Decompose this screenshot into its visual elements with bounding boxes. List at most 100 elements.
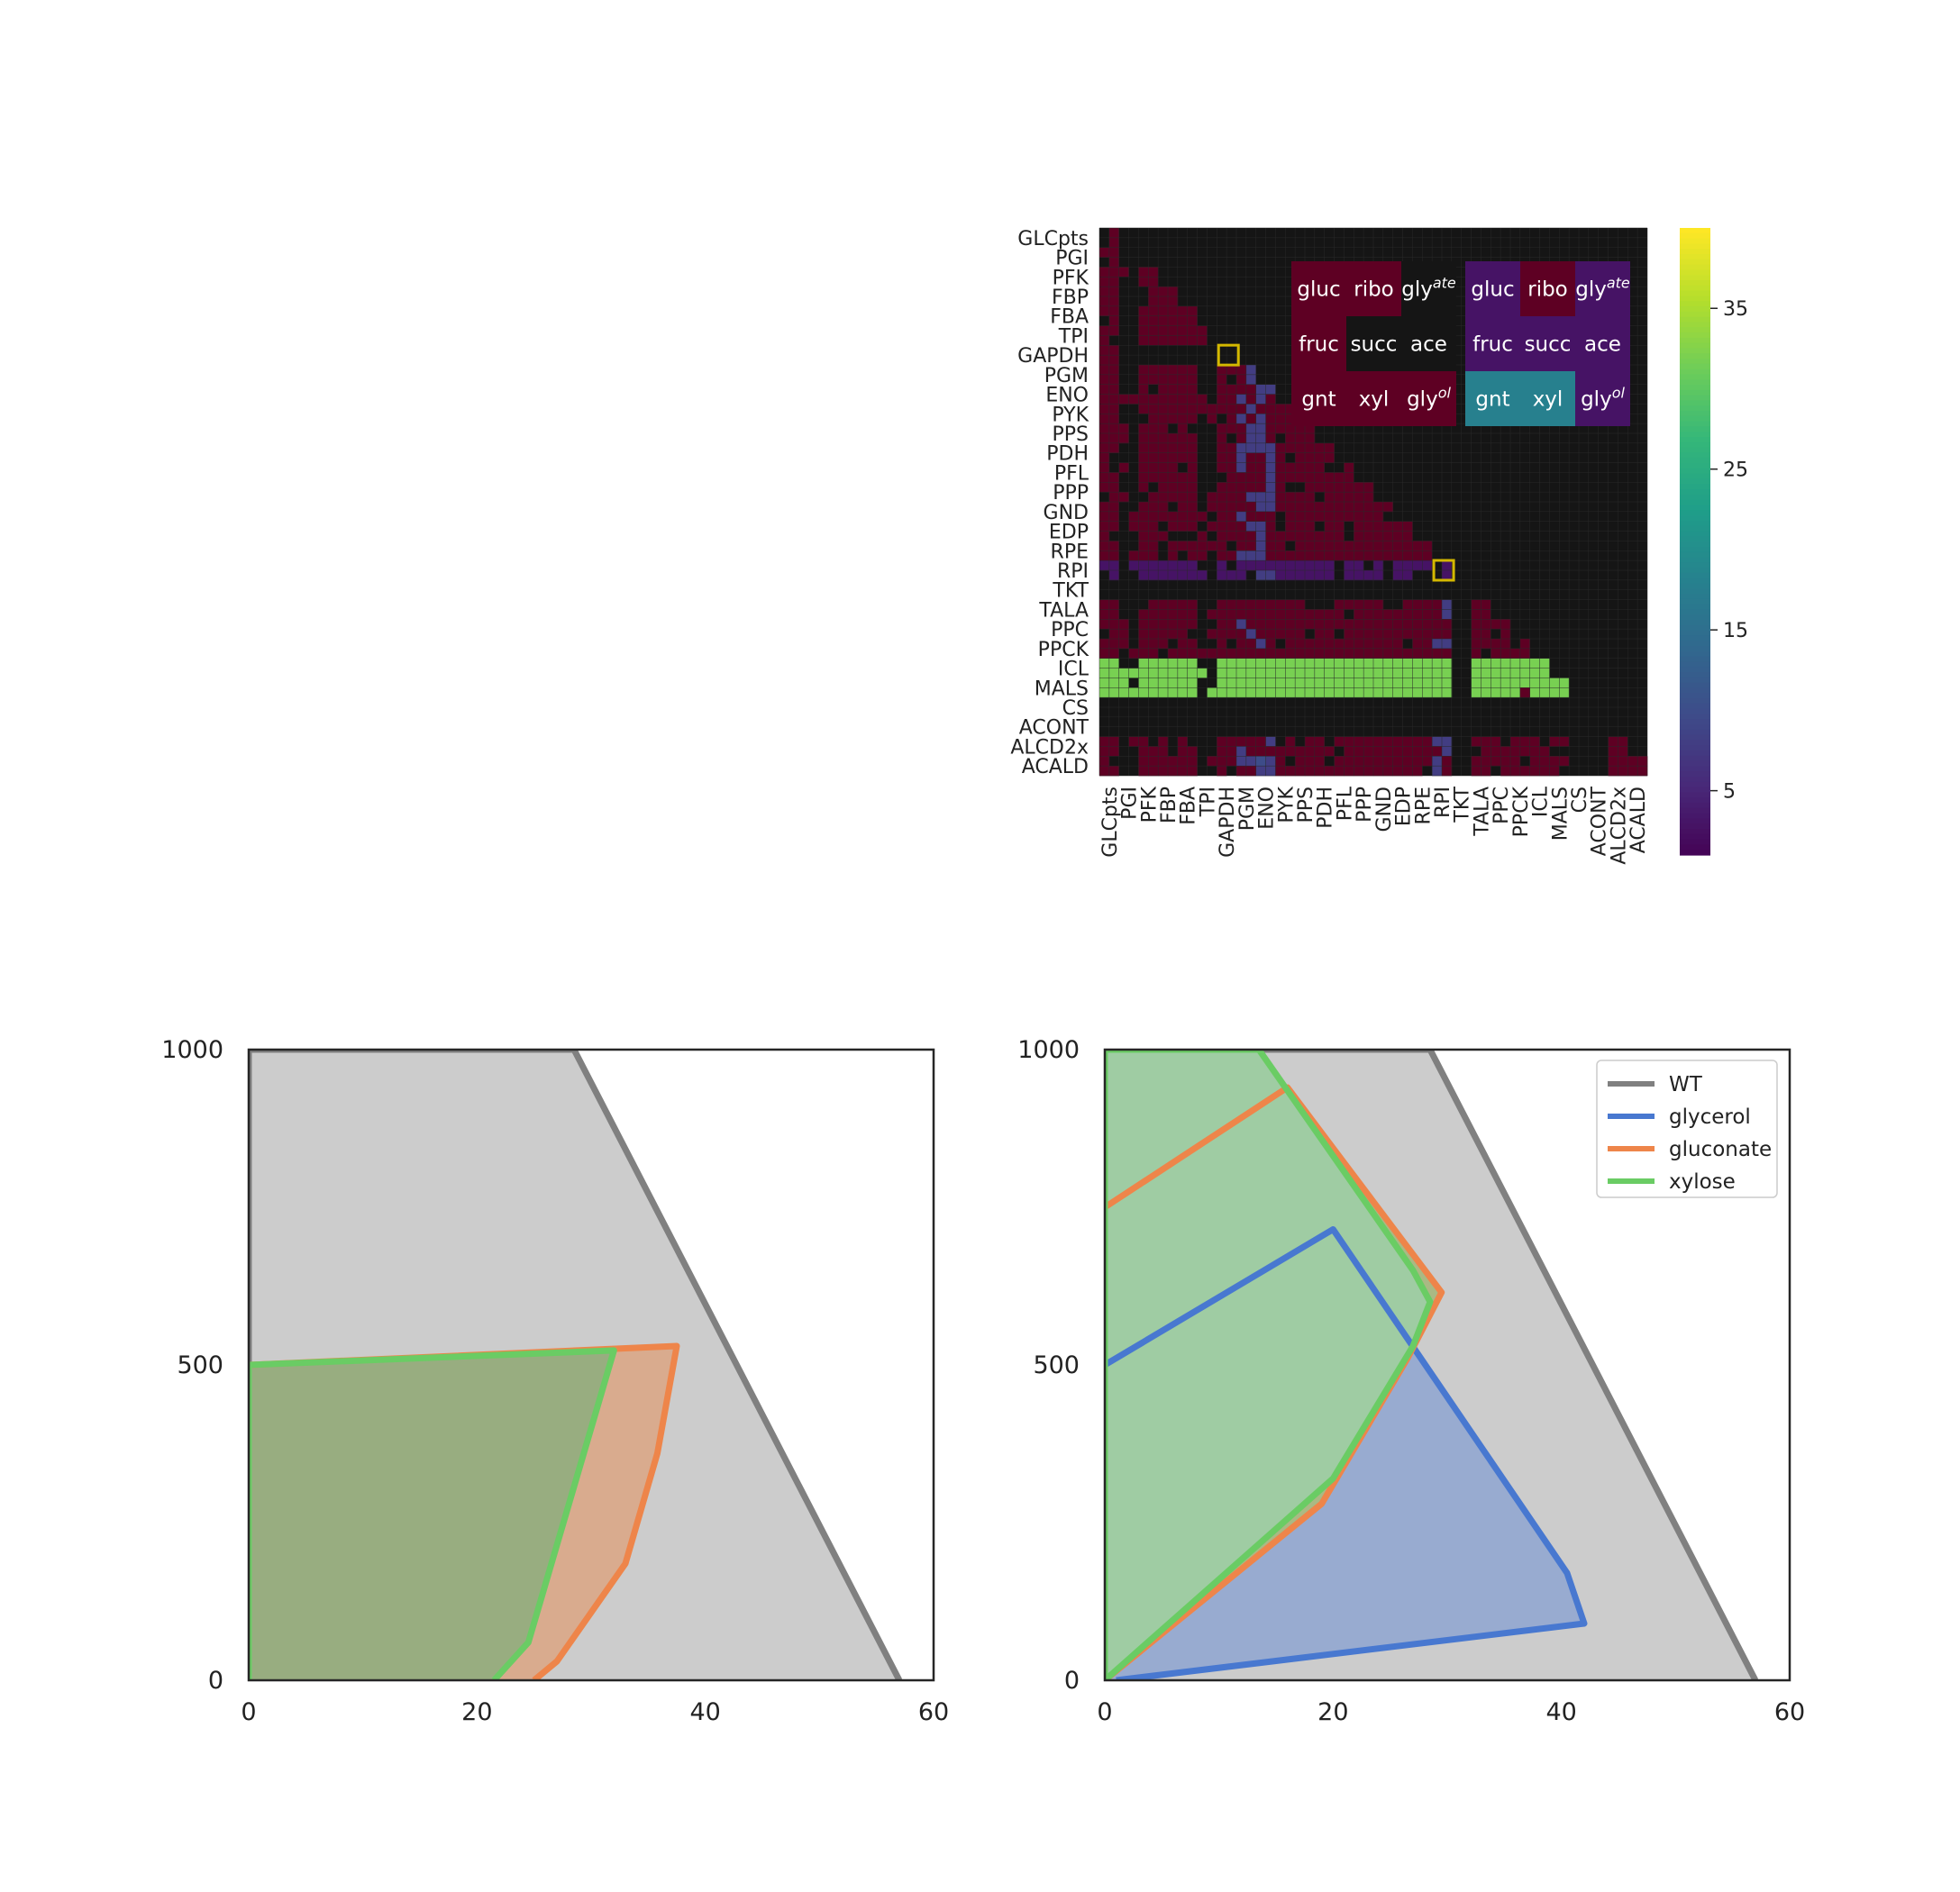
inset-label: gluc	[1297, 278, 1340, 302]
heatmap-cell	[1255, 423, 1266, 434]
heatmap-cell	[1217, 502, 1227, 513]
heatmap-cell	[1099, 365, 1110, 376]
heatmap-cell	[1255, 609, 1266, 620]
heatmap-cell	[1324, 452, 1335, 463]
heatmap-cell	[1158, 492, 1169, 503]
heatmap-cell	[1373, 668, 1384, 678]
heatmap-cell	[1402, 629, 1413, 640]
heatmap-cell	[1207, 629, 1217, 640]
heatmap-cell	[1471, 658, 1481, 669]
colorbar-segment	[1680, 447, 1710, 453]
heatmap-cell	[1108, 237, 1120, 249]
heatmap-cell	[1265, 442, 1276, 454]
heatmap-cell	[1255, 766, 1266, 777]
heatmap-cell	[1334, 541, 1345, 551]
heatmap-cell	[1285, 511, 1296, 523]
heatmap-cell	[1402, 746, 1413, 757]
heatmap-cell	[1108, 678, 1120, 688]
heatmap-cell	[1285, 521, 1296, 532]
heatmap-cell	[1197, 541, 1208, 551]
inset-cell	[1291, 261, 1346, 316]
heatmap-row-label: ENO	[1045, 385, 1089, 407]
heatmap-cell	[1118, 462, 1129, 473]
heatmap-row-label: TALA	[1038, 599, 1089, 622]
heatmap-cell	[1236, 374, 1247, 386]
heatmap-cell	[1138, 678, 1149, 688]
colorbar-segment	[1680, 594, 1710, 600]
heatmap-cell	[1305, 452, 1316, 463]
heatmap-cell	[1108, 619, 1120, 630]
colorbar-segment	[1680, 359, 1710, 365]
heatmap-cell	[1177, 746, 1189, 757]
heatmap-row-label: PPCK	[1038, 639, 1089, 661]
heatmap-cell	[1148, 756, 1159, 767]
heatmap-cell	[1275, 541, 1286, 551]
heatmap-row-label: MALS	[1035, 678, 1089, 700]
heatmap-cell	[1344, 658, 1354, 669]
heatmap-cell	[1217, 384, 1227, 395]
heatmap-cell	[1402, 658, 1413, 669]
heatmap-cell	[1245, 384, 1257, 395]
heatmap-cell	[1236, 541, 1247, 551]
heatmap-row-label: PGM	[1044, 365, 1089, 387]
colorbar-segment	[1680, 833, 1710, 841]
heatmap-cell	[1305, 609, 1316, 620]
heatmap-cell	[1099, 404, 1110, 414]
heatmap-cell	[1245, 629, 1257, 640]
heatmap-cell	[1108, 541, 1120, 551]
heatmap-cell	[1314, 629, 1326, 640]
heatmap-col-label: PPS	[1295, 787, 1317, 823]
colorbar-segment	[1680, 693, 1710, 699]
heatmap-cell	[1334, 531, 1345, 541]
heatmap-cell	[1265, 521, 1276, 532]
heatmap-cell	[1226, 619, 1237, 630]
heatmap-cell	[1363, 629, 1374, 640]
heatmap-cell	[1197, 325, 1208, 336]
heatmap-cell	[1275, 629, 1286, 640]
heatmap-cell	[1226, 452, 1237, 463]
heatmap-cell	[1314, 511, 1326, 523]
heatmap-cell	[1245, 442, 1257, 454]
heatmap-cell	[1314, 442, 1326, 454]
heatmap-cell	[1217, 766, 1227, 777]
heatmap-cell	[1305, 550, 1316, 561]
inset-cell	[1575, 261, 1630, 316]
heatmap-cell	[1168, 325, 1179, 336]
colorbar-segment	[1680, 385, 1710, 391]
heatmap-cell	[1422, 609, 1433, 620]
heatmap-cell	[1099, 736, 1110, 747]
heatmap-cell	[1314, 687, 1326, 698]
heatmap-cell	[1314, 482, 1326, 493]
heatmap-cell	[1177, 452, 1189, 463]
inset-label: ace	[1410, 333, 1447, 357]
heatmap-cell	[1324, 511, 1335, 523]
heatmap-cell	[1402, 521, 1413, 532]
heatmap-cell	[1324, 746, 1335, 757]
heatmap-cell	[1549, 766, 1560, 777]
colorbar-segment	[1680, 280, 1710, 287]
heatmap-cell	[1217, 609, 1227, 620]
heatmap-cell	[1363, 766, 1374, 777]
colorbar-segment	[1680, 698, 1710, 705]
heatmap-cell	[1148, 394, 1159, 405]
heatmap-cell	[1305, 433, 1316, 444]
colorbar-segment	[1680, 551, 1710, 558]
heatmap-cell	[1382, 658, 1394, 669]
heatmap-cell	[1118, 267, 1129, 277]
heatmap-cell	[1255, 414, 1266, 424]
heatmap-cell	[1236, 639, 1247, 650]
heatmap-cell	[1217, 521, 1227, 532]
heatmap-cell	[1265, 629, 1276, 640]
heatmap-cell	[1148, 414, 1159, 424]
heatmap-cell	[1207, 492, 1217, 503]
heatmap-cell	[1344, 746, 1354, 757]
heatmap-col-label: PGI	[1119, 787, 1142, 820]
heatmap-cell	[1422, 639, 1433, 650]
heatmap-cell	[1158, 629, 1169, 640]
heatmap-cell	[1245, 511, 1257, 523]
heatmap-col-label: PPC	[1491, 787, 1513, 824]
heatmap-cell	[1207, 414, 1217, 424]
heatmap-cell	[1432, 639, 1443, 650]
colorbar-segment	[1680, 546, 1710, 553]
heatmap-cell	[1099, 658, 1110, 669]
